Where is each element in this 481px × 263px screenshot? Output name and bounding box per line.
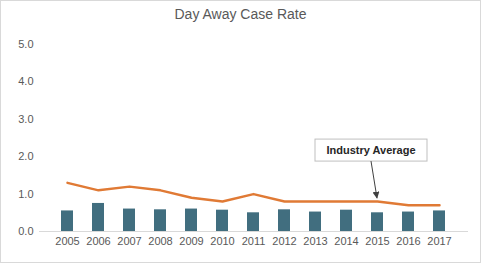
- svg-text:3.0: 3.0: [18, 113, 33, 125]
- svg-text:0.0: 0.0: [18, 225, 33, 237]
- svg-text:2008: 2008: [148, 235, 172, 247]
- svg-text:2011: 2011: [242, 235, 266, 247]
- svg-text:2010: 2010: [210, 235, 234, 247]
- svg-text:2.0: 2.0: [18, 150, 33, 162]
- html-text:Day Away Case Rate: Day Away Case Rate: [174, 6, 307, 22]
- svg-text:5.0: 5.0: [18, 38, 33, 50]
- svg-text:2012: 2012: [272, 235, 296, 247]
- svg-text:2014: 2014: [334, 235, 358, 247]
- svg-text:2016: 2016: [396, 235, 420, 247]
- svg-text:2005: 2005: [55, 235, 79, 247]
- svg-text:2009: 2009: [179, 235, 203, 247]
- svg-text:2013: 2013: [303, 235, 327, 247]
- svg-text:Industry Average: Industry Average: [326, 144, 415, 156]
- svg-text:2017: 2017: [427, 235, 451, 247]
- svg-text:2006: 2006: [86, 235, 110, 247]
- svg-text:1.0: 1.0: [18, 188, 33, 200]
- svg-text:4.0: 4.0: [18, 75, 33, 87]
- svg-text:2007: 2007: [117, 235, 141, 247]
- svg-text:2015: 2015: [365, 235, 389, 247]
